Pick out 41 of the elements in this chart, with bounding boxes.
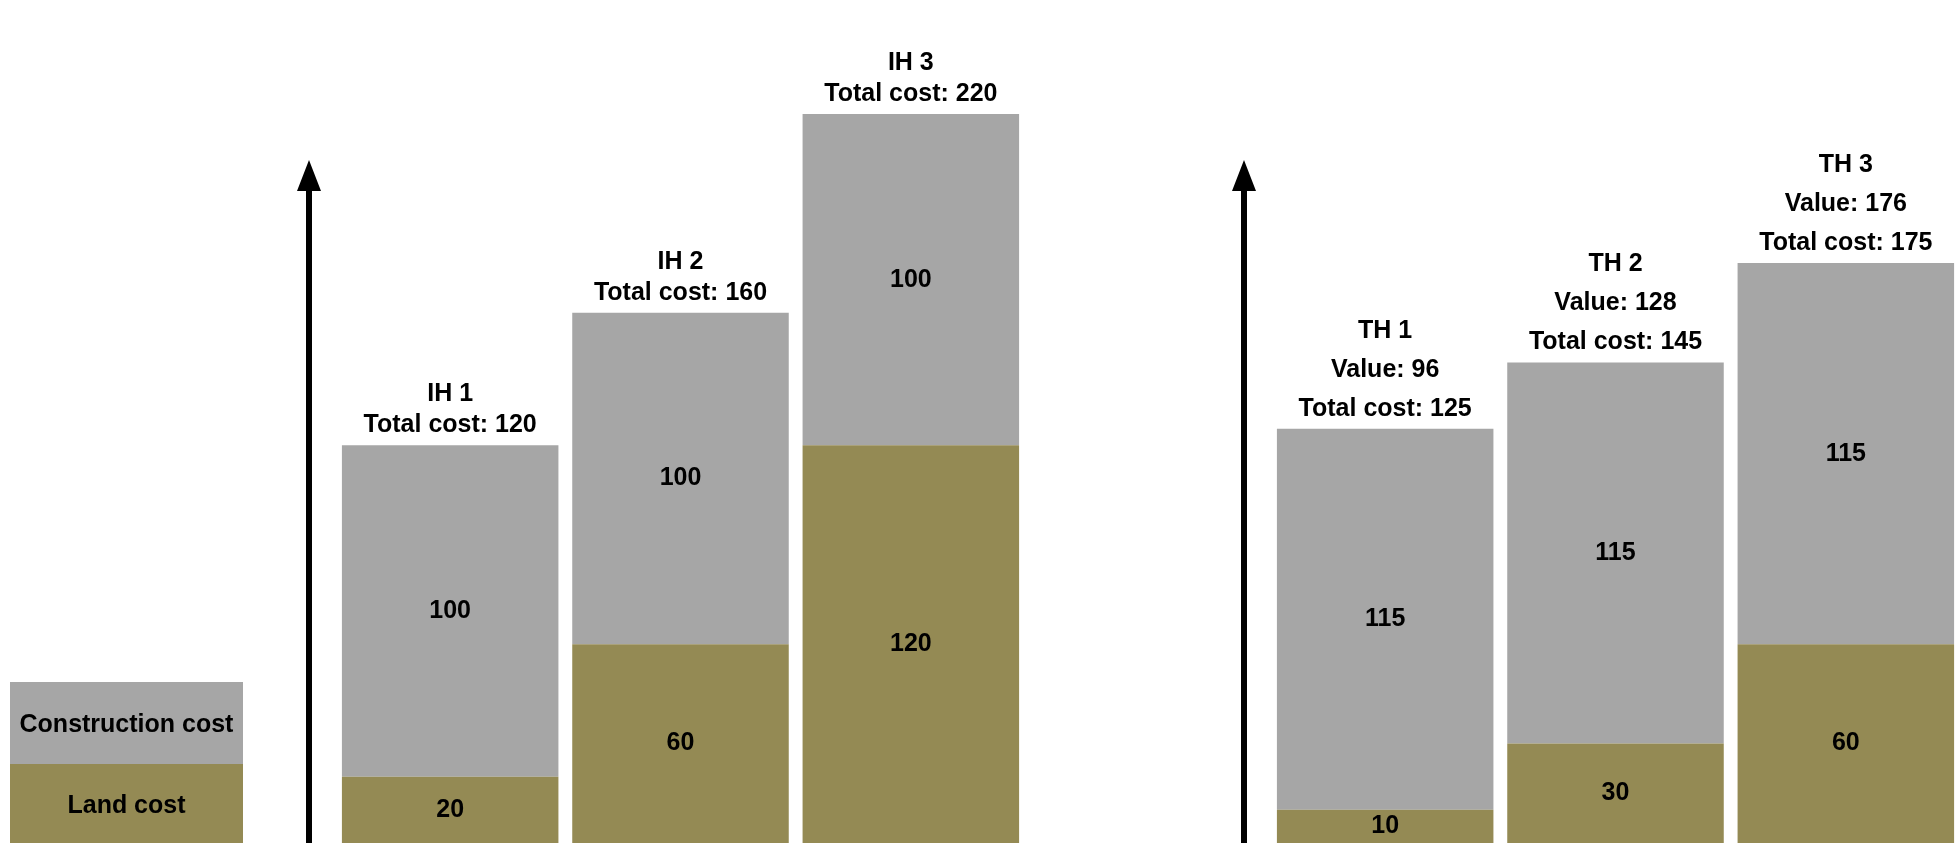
bar [1276, 809, 1494, 843]
data-label: 60 [1831, 727, 1860, 756]
bar [1276, 428, 1494, 810]
text: IH 3 [887, 46, 934, 75]
data-label: 100 [429, 594, 472, 623]
text: TH 3 [1818, 149, 1873, 177]
text: Construction cost [10, 682, 243, 764]
data-label: 30 [1601, 777, 1630, 806]
data-label: 60 [666, 727, 695, 756]
text: Value: 176 [1784, 188, 1907, 216]
annotation: TH 2 [1588, 248, 1643, 277]
bar [1507, 362, 1724, 744]
bar [341, 776, 559, 843]
total-label: Total cost: 175 [1759, 227, 1933, 255]
total-label: Total cost: 125 [1298, 392, 1472, 421]
text: Land cost [10, 764, 243, 843]
bar [572, 644, 789, 843]
total-label: Total cost: 160 [593, 276, 768, 305]
bar [1737, 644, 1955, 843]
bar [802, 114, 1020, 446]
annotation: Value: 96 [1330, 353, 1440, 382]
total-label: Total cost: 120 [363, 409, 537, 438]
bar [341, 445, 559, 777]
data-label: 115 [1825, 437, 1867, 466]
data-label: 20 [436, 793, 465, 822]
data-label: 100 [889, 263, 932, 292]
data-label: 115 [1364, 603, 1406, 632]
annotation: TH 1 [1358, 314, 1413, 343]
bar [1737, 263, 1955, 645]
bar [802, 445, 1020, 843]
bar [1507, 743, 1724, 843]
annotation: IH 1 [427, 378, 474, 407]
data-label: 100 [659, 462, 702, 491]
bar [572, 312, 789, 645]
annotation: IH 2 [657, 245, 704, 274]
total-label: Total cost: 220 [824, 77, 998, 106]
data-label: 10 [1371, 810, 1400, 839]
data-label: 120 [889, 628, 932, 657]
annotation: Value: 128 [1554, 287, 1677, 316]
total-label: Total cost: 145 [1528, 326, 1703, 355]
data-label: 115 [1595, 536, 1636, 565]
